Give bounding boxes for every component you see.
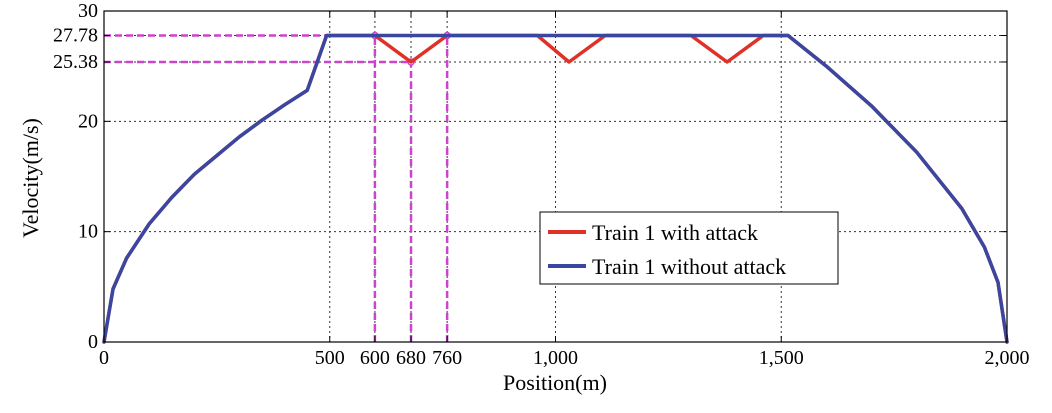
legend: Train 1 with attack Train 1 without atta… [539, 211, 839, 285]
x-tick-label: 2,000 [985, 347, 1030, 369]
grid-lines [104, 11, 1008, 342]
legend-label-with-attack: Train 1 with attack [592, 220, 758, 245]
x-axis-label: Position(m) [503, 370, 607, 395]
y-tick-label: 20 [78, 110, 98, 132]
reference-lines [104, 31, 451, 342]
legend-label-without-attack: Train 1 without attack [592, 254, 786, 279]
x-tick-label: 500 [315, 347, 345, 369]
y-tick-label: 0 [88, 331, 98, 353]
series-line-without-attack [102, 33, 1009, 344]
x-tick-label: 0 [99, 347, 109, 369]
y-tick-label: 10 [78, 221, 98, 243]
x-tick-label: 760 [432, 347, 462, 369]
axis-ticks: 0 500 600 680 760 1,000 1,500 2,000 0 10 20 25.38 27… [53, 0, 1030, 369]
y-tick-label: 25.38 [53, 51, 98, 73]
x-tick-label: 1,000 [533, 347, 578, 369]
x-tick-label: 680 [396, 347, 426, 369]
y-axis-label: Velocity(m/s) [18, 118, 43, 238]
y-tick-label: 27.78 [53, 24, 98, 46]
x-tick-label: 600 [360, 347, 390, 369]
legend-box [539, 211, 839, 285]
series-lines [102, 33, 1009, 344]
y-tick-label: 30 [78, 0, 98, 22]
x-tick-label: 1,500 [759, 347, 804, 369]
